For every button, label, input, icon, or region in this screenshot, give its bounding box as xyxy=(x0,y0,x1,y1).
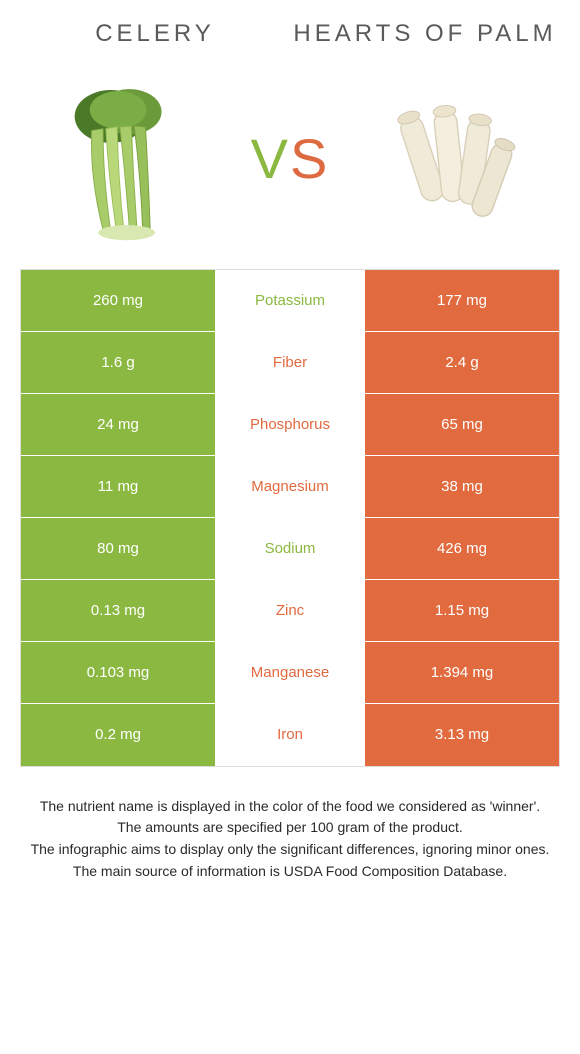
footnote-line: The infographic aims to display only the… xyxy=(20,840,560,860)
nutrient-name: Phosphorus xyxy=(215,394,365,455)
table-row: 1.6 gFiber2.4 g xyxy=(21,332,559,394)
table-row: 260 mgPotassium177 mg xyxy=(21,270,559,332)
left-value: 0.13 mg xyxy=(21,580,215,641)
comparison-table: 260 mgPotassium177 mg1.6 gFiber2.4 g24 m… xyxy=(20,269,560,767)
table-row: 24 mgPhosphorus65 mg xyxy=(21,394,559,456)
right-value: 65 mg xyxy=(365,394,559,455)
nutrient-name: Iron xyxy=(215,704,365,766)
images-row: VS xyxy=(0,59,580,269)
footnotes: The nutrient name is displayed in the co… xyxy=(20,797,560,881)
footnote-line: The amounts are specified per 100 gram o… xyxy=(20,818,560,838)
left-value: 80 mg xyxy=(21,518,215,579)
left-value: 1.6 g xyxy=(21,332,215,393)
table-row: 0.2 mgIron3.13 mg xyxy=(21,704,559,766)
celery-image xyxy=(30,69,210,249)
nutrient-name: Fiber xyxy=(215,332,365,393)
right-value: 426 mg xyxy=(365,518,559,579)
nutrient-name: Potassium xyxy=(215,270,365,331)
left-value: 0.2 mg xyxy=(21,704,215,766)
left-value: 260 mg xyxy=(21,270,215,331)
right-value: 2.4 g xyxy=(365,332,559,393)
right-value: 177 mg xyxy=(365,270,559,331)
header: Celery Hearts of Palm xyxy=(0,0,580,59)
footnote-line: The main source of information is USDA F… xyxy=(20,862,560,882)
right-value: 38 mg xyxy=(365,456,559,517)
footnote-line: The nutrient name is displayed in the co… xyxy=(20,797,560,817)
nutrient-name: Zinc xyxy=(215,580,365,641)
hearts-of-palm-image xyxy=(370,69,550,249)
vs-label: VS xyxy=(251,126,330,191)
right-value: 1.15 mg xyxy=(365,580,559,641)
vs-v: V xyxy=(251,127,290,190)
table-row: 0.13 mgZinc1.15 mg xyxy=(21,580,559,642)
nutrient-name: Manganese xyxy=(215,642,365,703)
nutrient-name: Magnesium xyxy=(215,456,365,517)
nutrient-name: Sodium xyxy=(215,518,365,579)
left-title: Celery xyxy=(20,20,290,49)
right-title: Hearts of Palm xyxy=(290,20,560,49)
table-row: 11 mgMagnesium38 mg xyxy=(21,456,559,518)
right-value: 3.13 mg xyxy=(365,704,559,766)
table-row: 0.103 mgManganese1.394 mg xyxy=(21,642,559,704)
left-value: 0.103 mg xyxy=(21,642,215,703)
vs-s: S xyxy=(290,127,329,190)
table-row: 80 mgSodium426 mg xyxy=(21,518,559,580)
left-value: 11 mg xyxy=(21,456,215,517)
right-value: 1.394 mg xyxy=(365,642,559,703)
left-value: 24 mg xyxy=(21,394,215,455)
